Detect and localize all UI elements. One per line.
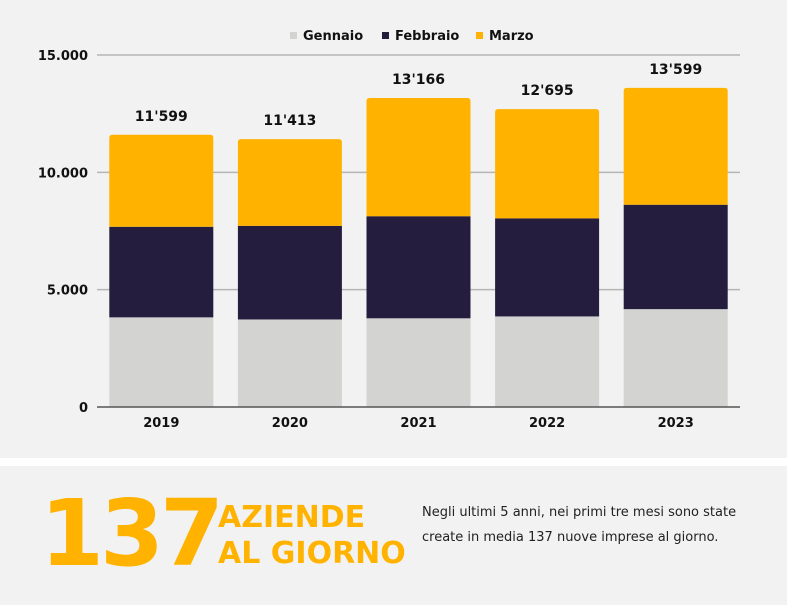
total-label-2019: 11'599 bbox=[135, 109, 188, 125]
bar-2023-marzo bbox=[623, 87, 728, 205]
legend-swatch-febbraio bbox=[382, 32, 389, 39]
bar-2019-febbraio bbox=[109, 226, 214, 318]
x-tick-label-2022: 2022 bbox=[529, 416, 565, 431]
total-label-2023: 13'599 bbox=[649, 62, 702, 78]
bar-2021-marzo bbox=[366, 98, 471, 217]
stats-panel: 137 AZIENDE AL GIORNO Negli ultimi 5 ann… bbox=[0, 466, 787, 605]
bar-2020-febbraio bbox=[237, 225, 342, 320]
bar-total-labels: 11'599 11'413 13'166 12'695 13'599 bbox=[135, 62, 702, 129]
bar-2019-gennaio bbox=[109, 317, 214, 407]
bar-2019-marzo bbox=[109, 134, 214, 227]
x-tick-label-2021: 2021 bbox=[400, 416, 436, 431]
legend-label-gennaio: Gennaio bbox=[303, 29, 363, 44]
big-number: 137 bbox=[40, 480, 224, 587]
chart-legend: Gennaio Febbraio Marzo bbox=[290, 29, 534, 44]
stacked-bar-chart: Gennaio Febbraio Marzo 05.00010.00015.000 … bbox=[38, 29, 740, 431]
y-tick-label: 10.000 bbox=[38, 166, 88, 181]
x-tick-label-2023: 2023 bbox=[658, 416, 694, 431]
legend-label-febbraio: Febbraio bbox=[395, 29, 459, 44]
x-axis: 2019 2020 2021 2022 2023 bbox=[97, 406, 740, 431]
x-tick-label-2020: 2020 bbox=[272, 416, 308, 431]
total-label-2020: 11'413 bbox=[263, 113, 316, 129]
total-label-2022: 12'695 bbox=[521, 83, 574, 99]
bar-2023-gennaio bbox=[623, 309, 728, 407]
y-axis: 0 5.000 10.000 15.000 bbox=[38, 49, 88, 416]
headline-line-2: AL GIORNO bbox=[218, 536, 406, 571]
x-tick-label-2019: 2019 bbox=[143, 416, 179, 431]
legend-swatch-marzo bbox=[476, 32, 483, 39]
headline-line-1: AZIENDE bbox=[218, 500, 366, 535]
chart-bars bbox=[109, 87, 728, 407]
bar-2022-febbraio bbox=[495, 218, 600, 317]
y-tick-label: 5.000 bbox=[47, 284, 88, 299]
bar-2022-gennaio bbox=[495, 316, 600, 407]
description-line-2: create in media 137 nuove imprese al gio… bbox=[422, 530, 719, 545]
y-tick-label: 0 bbox=[79, 401, 88, 416]
bar-2023-febbraio bbox=[623, 204, 728, 310]
legend-swatch-gennaio bbox=[290, 32, 297, 39]
description: Negli ultimi 5 anni, nei primi tre mesi … bbox=[422, 500, 772, 550]
y-tick-label: 15.000 bbox=[38, 49, 88, 64]
legend-label-marzo: Marzo bbox=[489, 29, 534, 44]
bar-2022-marzo bbox=[495, 109, 600, 219]
bar-2021-febbraio bbox=[366, 216, 471, 319]
headline: AZIENDE AL GIORNO bbox=[218, 500, 406, 572]
total-label-2021: 13'166 bbox=[392, 72, 445, 88]
description-line-1: Negli ultimi 5 anni, nei primi tre mesi … bbox=[422, 505, 737, 520]
bar-2020-gennaio bbox=[237, 319, 342, 407]
chart-panel: Gennaio Febbraio Marzo 0 5.000 10.000 15.000 … bbox=[0, 0, 787, 458]
bar-2021-gennaio bbox=[366, 318, 471, 407]
bar-2020-marzo bbox=[237, 139, 342, 226]
